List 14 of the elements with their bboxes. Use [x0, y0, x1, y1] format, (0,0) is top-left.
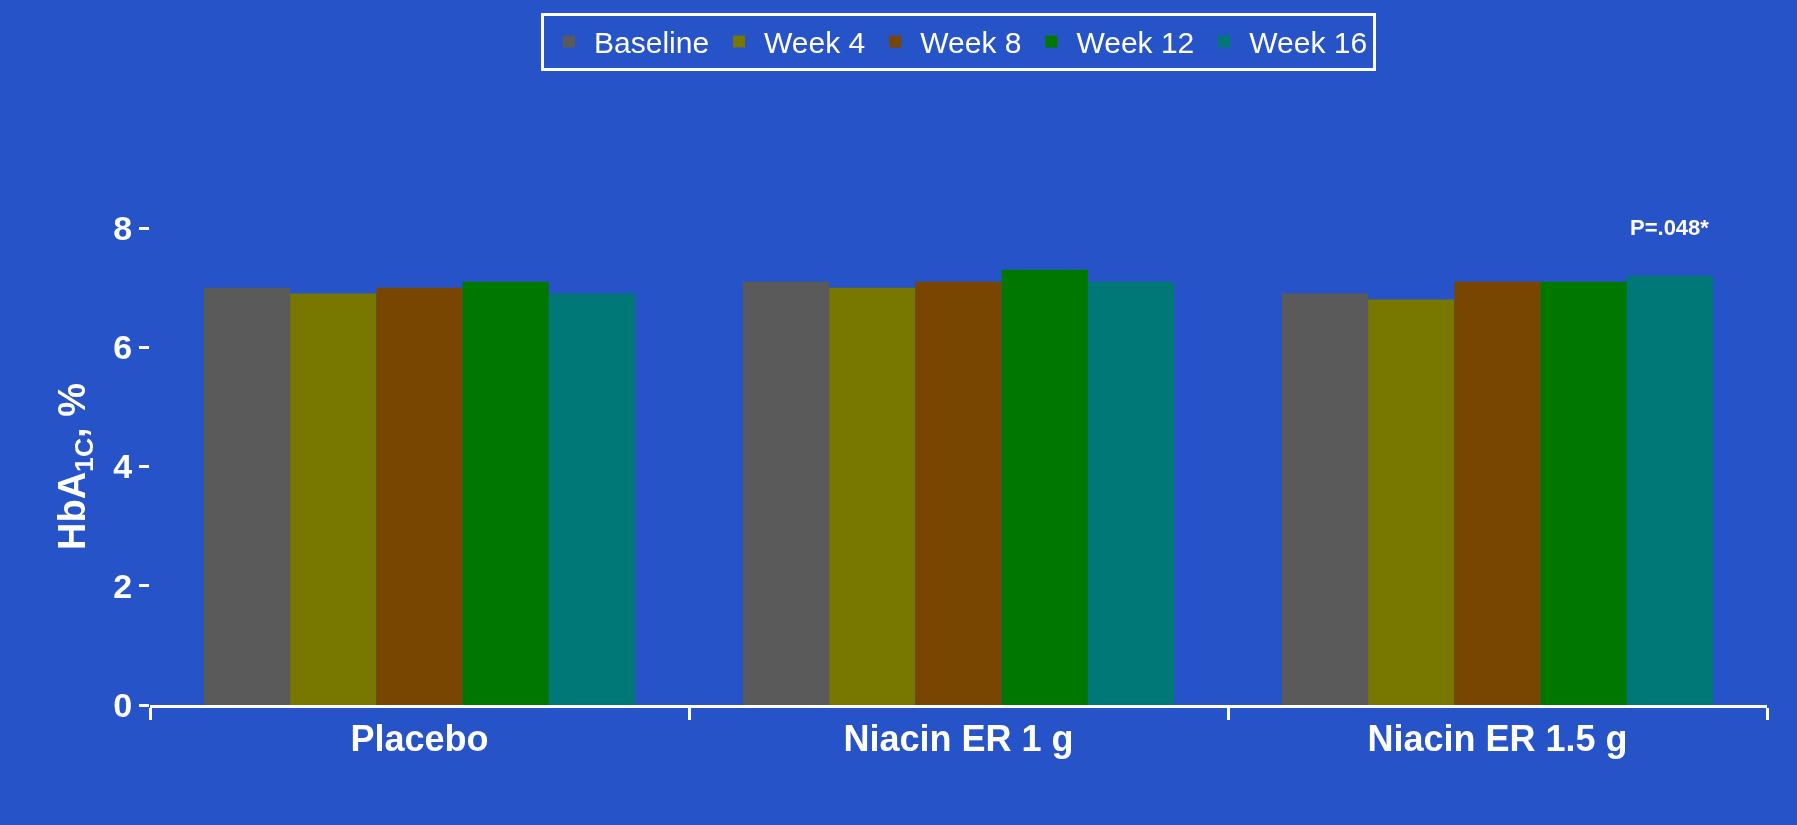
- x-tick-label: Placebo: [350, 718, 489, 760]
- x-tick-label: Niacin ER 1.5 g: [1367, 718, 1628, 760]
- annotation: P=.048*: [1630, 215, 1710, 240]
- legend-label: Week 12: [1076, 26, 1195, 60]
- legend-label: Week 8: [920, 26, 1022, 60]
- y-tick-label: 8: [113, 208, 133, 247]
- legend-label: Week 16: [1249, 26, 1368, 60]
- y-tick-label: 6: [113, 328, 133, 367]
- x-tick-label: Niacin ER 1 g: [843, 718, 1074, 760]
- y-tick-label: 4: [113, 447, 133, 486]
- legend-label: Week 4: [764, 26, 866, 60]
- legend-label: Baseline: [594, 26, 710, 60]
- y-tick-label: 2: [113, 566, 133, 605]
- y-tick-label: 0: [113, 685, 133, 724]
